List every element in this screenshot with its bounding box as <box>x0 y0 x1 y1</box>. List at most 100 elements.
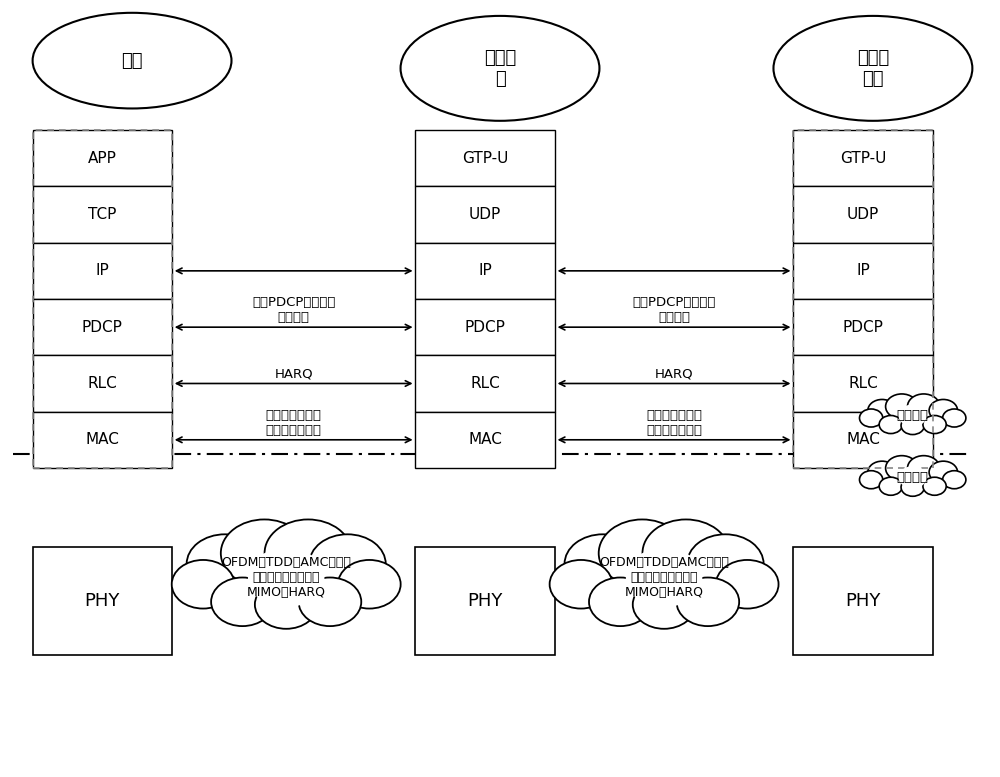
Circle shape <box>868 462 896 483</box>
Bar <box>33 186 172 242</box>
Text: APP: APP <box>88 151 117 166</box>
Bar <box>33 130 172 468</box>
Text: 终端: 终端 <box>121 51 143 70</box>
Circle shape <box>211 577 274 626</box>
Circle shape <box>687 535 764 594</box>
Text: MAC: MAC <box>846 432 880 448</box>
Circle shape <box>901 478 924 497</box>
Circle shape <box>187 535 263 594</box>
Circle shape <box>886 455 918 481</box>
Text: RLC: RLC <box>470 376 500 391</box>
Bar <box>793 547 933 655</box>
Bar <box>415 242 555 299</box>
Text: IP: IP <box>856 263 870 278</box>
Text: RLC: RLC <box>848 376 878 391</box>
Circle shape <box>923 416 946 434</box>
Text: 接入设
备: 接入设 备 <box>484 49 516 88</box>
Circle shape <box>172 560 234 608</box>
Text: PHY: PHY <box>467 591 503 610</box>
Circle shape <box>879 416 902 434</box>
Circle shape <box>642 520 729 587</box>
Bar <box>793 299 933 355</box>
Bar <box>33 355 172 412</box>
Circle shape <box>898 466 927 488</box>
Text: UDP: UDP <box>469 207 501 222</box>
Circle shape <box>626 548 702 607</box>
Text: RLC: RLC <box>87 376 117 391</box>
Bar <box>415 186 555 242</box>
Text: 空口PDCP头压缩；
安全加密: 空口PDCP头压缩； 安全加密 <box>252 296 335 324</box>
Bar <box>793 242 933 299</box>
Circle shape <box>265 520 352 587</box>
Text: OFDM；TDD；AMC；信道
编译码；载波聚合；
MIMO；HARQ: OFDM；TDD；AMC；信道 编译码；载波聚合； MIMO；HARQ <box>599 556 729 599</box>
Text: UDP: UDP <box>847 207 879 222</box>
Circle shape <box>907 455 940 481</box>
Circle shape <box>550 560 612 608</box>
Bar <box>415 412 555 468</box>
Bar <box>415 299 555 355</box>
Bar <box>793 130 933 468</box>
Text: PHY: PHY <box>845 591 881 610</box>
Ellipse shape <box>33 12 232 109</box>
Circle shape <box>599 520 686 587</box>
Circle shape <box>929 399 958 421</box>
Circle shape <box>879 477 902 495</box>
Bar <box>33 299 172 355</box>
Circle shape <box>299 577 361 626</box>
Bar <box>415 355 555 412</box>
Circle shape <box>248 548 324 607</box>
Circle shape <box>901 416 924 434</box>
Text: 逻辑信道: 逻辑信道 <box>897 409 929 422</box>
Circle shape <box>309 535 386 594</box>
Circle shape <box>929 462 958 483</box>
Circle shape <box>859 471 883 489</box>
Bar <box>33 130 172 186</box>
Text: 频谱感知；干扰
协调；动态调度: 频谱感知；干扰 协调；动态调度 <box>646 409 702 437</box>
Bar <box>415 547 555 655</box>
Circle shape <box>589 577 652 626</box>
Text: MAC: MAC <box>468 432 502 448</box>
Text: 物理信道: 物理信道 <box>897 471 929 484</box>
Text: TCP: TCP <box>88 207 116 222</box>
Circle shape <box>943 409 966 427</box>
Bar <box>793 130 933 186</box>
Circle shape <box>943 471 966 489</box>
Text: HARQ: HARQ <box>274 368 313 381</box>
Circle shape <box>923 477 946 495</box>
Text: 频谱感知；干扰
协调；动态调度: 频谱感知；干扰 协调；动态调度 <box>266 409 322 437</box>
Ellipse shape <box>401 16 599 120</box>
Bar <box>415 130 555 186</box>
Circle shape <box>907 394 940 419</box>
Bar <box>793 412 933 468</box>
Text: GTP-U: GTP-U <box>840 151 886 166</box>
Circle shape <box>677 577 739 626</box>
Circle shape <box>886 394 918 419</box>
Bar <box>793 355 933 412</box>
Text: OFDM；TDD；AMC；信道
编译码；载波聚合；
MIMO；HARQ: OFDM；TDD；AMC；信道 编译码；载波聚合； MIMO；HARQ <box>221 556 351 599</box>
Bar <box>33 547 172 655</box>
Bar <box>793 186 933 242</box>
Text: PDCP: PDCP <box>843 319 883 335</box>
Circle shape <box>868 399 896 421</box>
Circle shape <box>716 560 779 608</box>
Text: 核心网
设备: 核心网 设备 <box>857 49 889 88</box>
Text: HARQ: HARQ <box>655 368 693 381</box>
Text: PDCP: PDCP <box>82 319 123 335</box>
Text: 空口PDCP头压缩；
安全加密: 空口PDCP头压缩； 安全加密 <box>632 296 716 324</box>
Text: GTP-U: GTP-U <box>462 151 508 166</box>
Circle shape <box>255 580 318 629</box>
Circle shape <box>859 409 883 427</box>
Text: PHY: PHY <box>85 591 120 610</box>
Circle shape <box>221 520 308 587</box>
Circle shape <box>565 535 641 594</box>
Circle shape <box>338 560 401 608</box>
Text: PDCP: PDCP <box>465 319 506 335</box>
Circle shape <box>633 580 695 629</box>
Bar <box>33 242 172 299</box>
Bar <box>33 412 172 468</box>
Text: IP: IP <box>478 263 492 278</box>
Circle shape <box>898 405 927 427</box>
Text: MAC: MAC <box>85 432 119 448</box>
Ellipse shape <box>773 16 972 120</box>
Text: IP: IP <box>95 263 109 278</box>
